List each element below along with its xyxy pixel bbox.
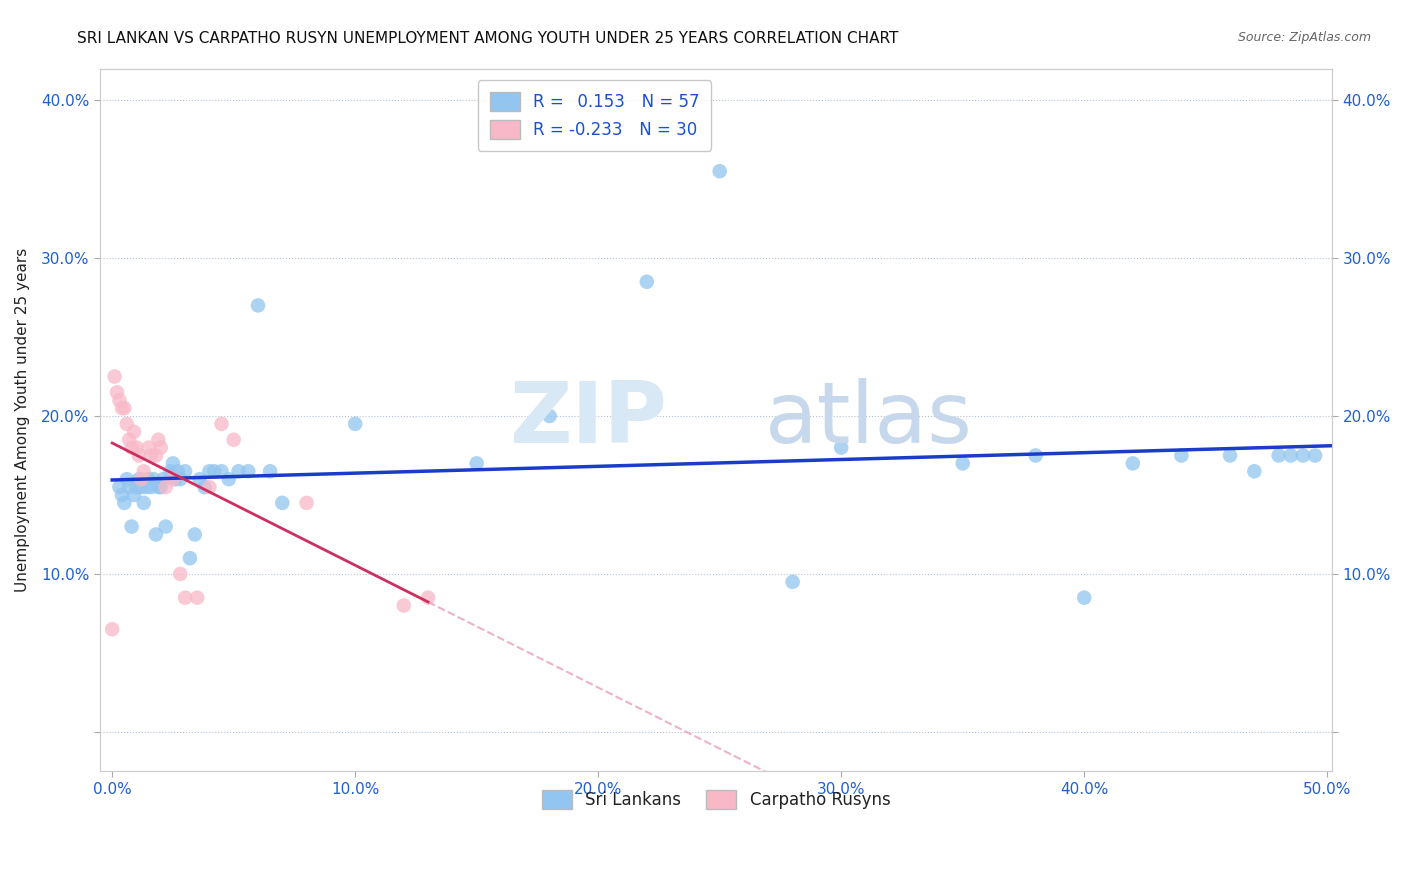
Point xyxy=(118,480,141,494)
Point xyxy=(169,472,191,486)
Point xyxy=(1219,449,1241,463)
Point xyxy=(115,417,138,431)
Text: Source: ZipAtlas.com: Source: ZipAtlas.com xyxy=(1237,31,1371,45)
Point xyxy=(636,275,658,289)
Point xyxy=(118,433,141,447)
Point xyxy=(198,464,221,478)
Point xyxy=(344,417,367,431)
Point xyxy=(246,298,269,312)
Point xyxy=(112,496,135,510)
Text: ZIP: ZIP xyxy=(509,378,666,461)
Text: atlas: atlas xyxy=(765,378,973,461)
Point xyxy=(188,472,211,486)
Point xyxy=(132,464,155,478)
Point xyxy=(165,472,187,486)
Point xyxy=(162,456,184,470)
Point xyxy=(149,441,172,455)
Point xyxy=(465,456,488,470)
Point xyxy=(830,441,852,455)
Point xyxy=(125,441,148,455)
Point xyxy=(145,527,167,541)
Point xyxy=(139,449,162,463)
Point xyxy=(238,464,260,478)
Point xyxy=(392,599,415,613)
Point xyxy=(155,519,177,533)
Point xyxy=(105,385,128,400)
Point xyxy=(538,409,561,423)
Point xyxy=(135,480,157,494)
Point xyxy=(198,480,221,494)
Point xyxy=(155,480,177,494)
Point xyxy=(111,401,134,416)
Point xyxy=(709,164,731,178)
Point xyxy=(174,591,197,605)
Point xyxy=(125,480,148,494)
Point xyxy=(952,456,974,470)
Point xyxy=(104,369,127,384)
Text: SRI LANKAN VS CARPATHO RUSYN UNEMPLOYMENT AMONG YOUTH UNDER 25 YEARS CORRELATION: SRI LANKAN VS CARPATHO RUSYN UNEMPLOYMEN… xyxy=(77,31,898,46)
Point xyxy=(218,472,240,486)
Point xyxy=(259,464,281,478)
Point xyxy=(148,433,170,447)
Point xyxy=(138,441,160,455)
Point xyxy=(1292,449,1315,463)
Point xyxy=(122,425,145,439)
Point xyxy=(138,472,160,486)
Point xyxy=(142,472,165,486)
Point xyxy=(1279,449,1302,463)
Point xyxy=(166,464,188,478)
Point xyxy=(184,527,207,541)
Point xyxy=(211,464,233,478)
Point xyxy=(174,464,197,478)
Point xyxy=(122,488,145,502)
Point xyxy=(101,622,124,636)
Point xyxy=(1073,591,1095,605)
Point xyxy=(782,574,804,589)
Point xyxy=(115,472,138,486)
Point xyxy=(416,591,439,605)
Point xyxy=(1025,449,1047,463)
Point xyxy=(132,496,155,510)
Point xyxy=(1267,449,1289,463)
Point xyxy=(121,441,143,455)
Point xyxy=(152,472,174,486)
Point xyxy=(169,566,191,581)
Y-axis label: Unemployment Among Youth under 25 years: Unemployment Among Youth under 25 years xyxy=(15,248,30,592)
Point xyxy=(295,496,318,510)
Point xyxy=(112,401,135,416)
Point xyxy=(1122,456,1144,470)
Point xyxy=(186,591,208,605)
Point xyxy=(1243,464,1265,478)
Point xyxy=(193,480,215,494)
Point xyxy=(108,480,131,494)
Point xyxy=(202,464,225,478)
Point xyxy=(211,417,233,431)
Point xyxy=(162,472,184,486)
Point xyxy=(1170,449,1192,463)
Point xyxy=(228,464,250,478)
Point xyxy=(145,449,167,463)
Point xyxy=(131,480,153,494)
Point xyxy=(121,519,143,533)
Point xyxy=(159,464,181,478)
Point xyxy=(179,551,201,566)
Point xyxy=(128,449,150,463)
Point xyxy=(1303,449,1326,463)
Point xyxy=(148,480,170,494)
Point xyxy=(149,480,172,494)
Point xyxy=(271,496,294,510)
Point xyxy=(128,472,150,486)
Legend: Sri Lankans, Carpatho Rusyns: Sri Lankans, Carpatho Rusyns xyxy=(536,783,897,816)
Point xyxy=(139,480,162,494)
Point xyxy=(222,433,245,447)
Point xyxy=(108,393,131,408)
Point xyxy=(131,472,153,486)
Point xyxy=(111,488,134,502)
